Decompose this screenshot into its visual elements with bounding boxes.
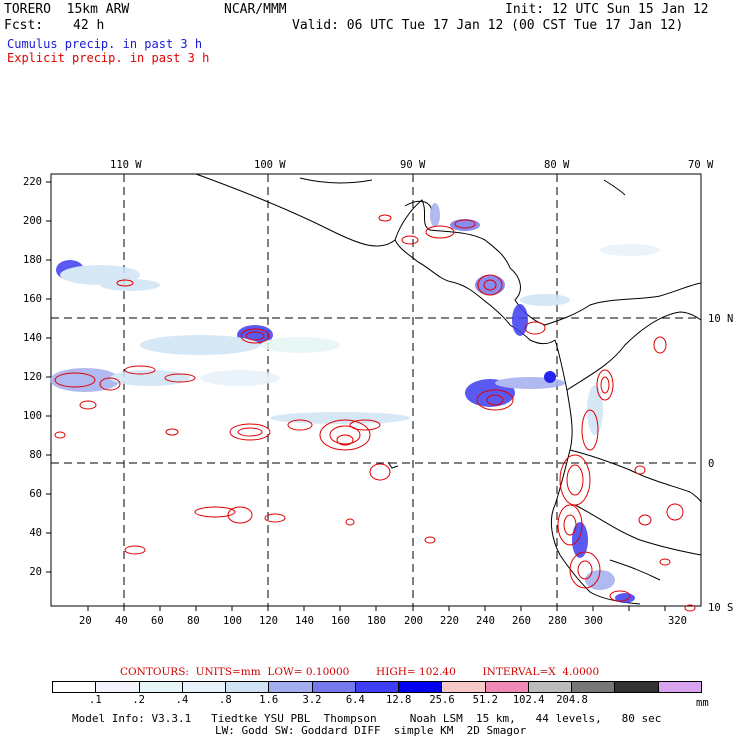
colorbar-label: 3.2 — [302, 694, 322, 706]
colorbar-swatch — [53, 682, 97, 692]
x-tick-label: 240 — [476, 615, 495, 627]
colorbar-label: .1 — [89, 694, 102, 706]
x-tick-label: 320 — [668, 615, 687, 627]
y-tick-label: 200 — [23, 215, 42, 227]
colorbar-swatch — [96, 682, 140, 692]
contour-info: CONTOURS: UNITS=mm LOW= 0.10000 HIGH= 10… — [120, 666, 599, 678]
y-tick-label: 120 — [23, 371, 42, 383]
colorbar — [52, 681, 702, 693]
x-tick-label: 220 — [440, 615, 459, 627]
explicit-precip-contours — [54, 214, 696, 612]
y-tick-label: 60 — [29, 488, 42, 500]
x-tick-label: 200 — [404, 615, 423, 627]
contour-units: UNITS=mm — [195, 666, 261, 678]
lat-lon-grid — [51, 174, 701, 606]
cumulus-precip-shading — [50, 203, 660, 603]
fcst-label: Fcst: — [4, 18, 44, 33]
x-tick-label: 160 — [331, 615, 350, 627]
colorbar-label: 102.4 — [512, 694, 545, 706]
colorbar-swatch — [355, 682, 400, 692]
x-tick-label: 40 — [115, 615, 128, 627]
x-tick-label: 20 — [79, 615, 92, 627]
field2-label: Explicit precip. in past 3 h — [7, 51, 210, 65]
x-tick-label: 260 — [512, 615, 531, 627]
map-frame — [50, 173, 702, 607]
colorbar-swatch — [312, 682, 356, 692]
x-tick-label: 60 — [151, 615, 164, 627]
x-tick-label: 100 — [223, 615, 242, 627]
axis-ticks — [46, 181, 666, 611]
colorbar-label: 204.8 — [556, 694, 588, 706]
colorbar-swatch — [615, 682, 659, 692]
colorbar-label: .2 — [132, 694, 145, 706]
colorbar-label: .4 — [175, 694, 189, 706]
colorbar-swatch — [269, 682, 313, 692]
colorbar-label: 6.4 — [345, 694, 365, 706]
colorbar-swatch — [139, 682, 183, 692]
lon-label: 70 W — [688, 159, 714, 171]
org-label: NCAR/MMM — [224, 2, 287, 17]
lat-label: 10 N — [708, 313, 734, 325]
model-info-line1: Model Info: V3.3.1 Tiedtke YSU PBL Thomp… — [72, 712, 662, 725]
model-info-line2: LW: Godd SW: Goddard DIFF simple KM 2D S… — [215, 724, 527, 737]
contour-low: LOW= 0.10000 — [267, 666, 350, 678]
colorbar-swatch — [572, 682, 616, 692]
colorbar-swatch — [182, 682, 227, 692]
field1-label: Cumulus precip. in past 3 h — [7, 37, 203, 51]
x-tick-label: 80 — [187, 615, 200, 627]
contour-interval: INTERVAL=X 4.0000 — [482, 666, 600, 678]
lat-label: 0 — [708, 458, 715, 470]
lon-label: 110 W — [110, 159, 142, 171]
y-tick-label: 220 — [23, 176, 42, 188]
colorbar-swatch — [485, 682, 529, 692]
x-tick-label: 300 — [584, 615, 603, 627]
x-tick-label: 140 — [295, 615, 314, 627]
colorbar-swatch — [399, 682, 443, 692]
x-tick-label: 120 — [259, 615, 278, 627]
contour-label: CONTOURS: — [120, 666, 189, 678]
colorbar-label: 12.8 — [386, 694, 412, 706]
colorbar-swatch — [226, 682, 270, 692]
lon-label: 100 W — [254, 159, 286, 171]
colorbar-units: mm — [696, 697, 709, 709]
y-tick-label: 40 — [29, 527, 42, 539]
y-tick-label: 180 — [23, 254, 42, 266]
contour-high: HIGH= 102.40 — [376, 666, 456, 678]
fcst-value: 42 h — [73, 18, 105, 33]
init-time: Init: 12 UTC Sun 15 Jan 12 — [505, 2, 709, 17]
y-tick-label: 20 — [29, 566, 42, 578]
coastlines — [195, 173, 702, 605]
x-tick-label: 280 — [548, 615, 567, 627]
x-tick-label: 180 — [367, 615, 386, 627]
colorbar-swatch — [528, 682, 573, 692]
colorbar-label: .8 — [219, 694, 232, 706]
colorbar-label: 1.6 — [259, 694, 279, 706]
lon-label: 80 W — [544, 159, 570, 171]
colorbar-label: 25.6 — [429, 694, 455, 706]
lon-label: 90 W — [400, 159, 426, 171]
colorbar-label: 51.2 — [472, 694, 498, 706]
colorbar-swatch — [658, 682, 701, 692]
y-tick-label: 80 — [29, 449, 42, 461]
y-tick-label: 160 — [23, 293, 42, 305]
colorbar-swatch — [442, 682, 486, 692]
y-tick-label: 140 — [23, 332, 42, 344]
model-title: TORERO 15km ARW — [4, 2, 130, 17]
valid-time: Valid: 06 UTC Tue 17 Jan 12 (00 CST Tue … — [292, 18, 684, 33]
y-tick-label: 100 — [23, 410, 42, 422]
lat-label: 10 S — [708, 602, 734, 614]
